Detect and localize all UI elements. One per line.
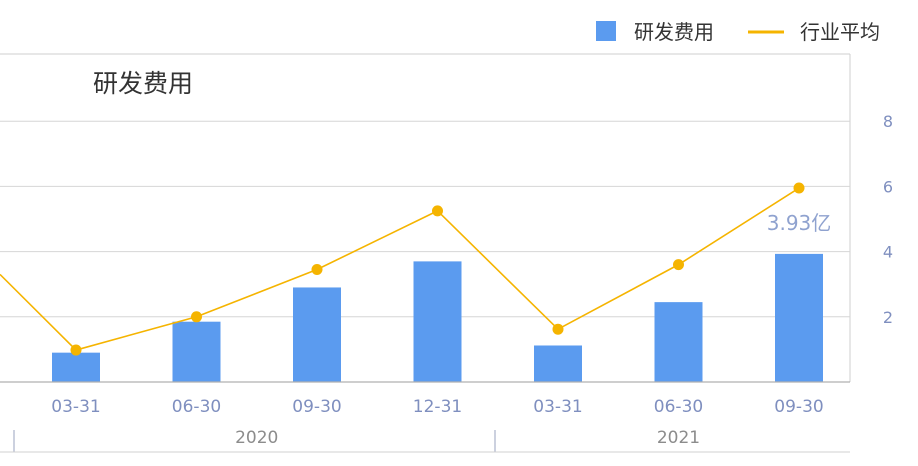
legend: 研发费用 行业平均 — [596, 20, 880, 44]
x-tick-label: 09-30 — [292, 397, 341, 417]
y-tick-label: 8 — [883, 112, 893, 131]
line-point — [793, 182, 805, 194]
bar — [293, 287, 341, 382]
bar — [654, 302, 703, 382]
x-tick-label: 03-31 — [51, 397, 100, 417]
line-point — [432, 205, 443, 217]
bar — [52, 352, 100, 382]
x-group-label: 2020 — [235, 428, 278, 448]
x-group-label: 2021 — [657, 428, 700, 448]
x-tick-labels: 03-31 06-30 09-30 12-31 03-31 06-30 09-30 — [51, 397, 823, 417]
x-tick-label: 06-30 — [654, 397, 703, 417]
x-tick-label: 06-30 — [172, 397, 221, 417]
legend-label-industry-avg: 行业平均 — [800, 20, 880, 44]
bar — [775, 253, 823, 382]
bar — [534, 345, 582, 382]
y-tick-labels: 2 4 6 8 — [883, 112, 893, 327]
bar-series — [52, 253, 823, 382]
line-path — [0, 187, 800, 351]
x-group-labels: 2020 2021 — [0, 428, 850, 453]
line-point — [191, 311, 202, 323]
line-point — [552, 323, 564, 335]
legend-label-rd-expense: 研发费用 — [634, 20, 714, 44]
legend-bar-swatch — [596, 21, 616, 41]
bar — [413, 261, 462, 382]
x-tick-label: 09-30 — [774, 397, 823, 417]
y-tick-label: 4 — [883, 243, 893, 262]
x-tick-label: 03-31 — [533, 397, 582, 417]
line-point — [311, 264, 323, 276]
line-point — [70, 344, 82, 356]
line-point — [673, 259, 684, 271]
y-tick-label: 2 — [883, 308, 893, 327]
x-tick-label: 12-31 — [413, 397, 462, 417]
bar — [172, 321, 221, 382]
y-tick-label: 6 — [883, 177, 893, 196]
data-label: 3.93亿 — [767, 211, 832, 235]
line-series — [0, 182, 805, 356]
chart-title: 研发费用 — [93, 69, 193, 98]
